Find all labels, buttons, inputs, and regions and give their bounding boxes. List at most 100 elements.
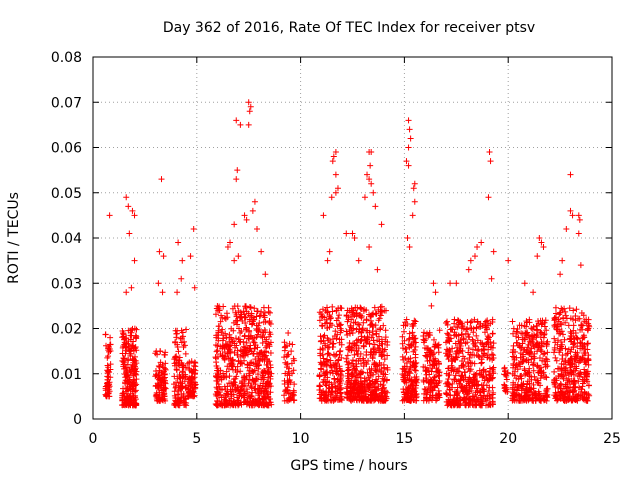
data-point	[175, 387, 182, 394]
data-point	[175, 361, 182, 368]
data-point	[349, 230, 356, 237]
data-point	[367, 349, 374, 356]
data-point	[406, 370, 413, 377]
data-point	[179, 329, 186, 336]
data-point	[431, 374, 438, 381]
data-point	[487, 158, 494, 165]
data-point	[518, 393, 525, 400]
data-point	[352, 366, 359, 373]
data-point	[412, 351, 419, 358]
data-point	[246, 376, 253, 383]
data-point	[328, 194, 335, 201]
data-point	[539, 320, 546, 327]
data-point	[378, 303, 385, 310]
data-point	[324, 335, 331, 342]
data-point	[237, 368, 244, 375]
data-point	[399, 353, 406, 360]
data-point	[234, 397, 241, 404]
data-point	[236, 336, 243, 343]
data-point	[249, 389, 256, 396]
data-point	[247, 342, 254, 349]
data-point	[185, 392, 192, 399]
data-point	[290, 355, 297, 362]
data-point	[466, 385, 473, 392]
data-point	[528, 356, 535, 363]
data-point	[522, 336, 529, 343]
data-point	[285, 381, 292, 388]
data-point	[573, 306, 580, 313]
data-point	[254, 308, 261, 315]
data-point	[223, 353, 230, 360]
data-point	[515, 376, 522, 383]
data-point	[475, 346, 482, 353]
data-point	[422, 386, 429, 393]
data-point	[488, 351, 495, 358]
data-point	[184, 360, 191, 367]
data-point	[509, 397, 516, 404]
data-point	[174, 327, 181, 334]
data-point	[372, 387, 379, 394]
data-point	[214, 370, 221, 377]
data-point	[451, 332, 458, 339]
data-point	[561, 394, 568, 401]
data-point	[179, 257, 186, 264]
data-point	[567, 171, 574, 178]
data-point	[467, 257, 474, 264]
data-point	[478, 239, 485, 246]
data-point	[355, 328, 362, 335]
data-point	[333, 307, 340, 314]
data-point	[364, 397, 371, 404]
data-point	[264, 340, 271, 347]
data-point	[457, 347, 464, 354]
data-point	[380, 396, 387, 403]
data-point	[518, 383, 525, 390]
data-point	[485, 194, 492, 201]
data-point	[423, 335, 430, 342]
data-point	[130, 338, 137, 345]
data-point	[326, 248, 333, 255]
data-point	[334, 185, 341, 192]
data-point	[430, 336, 437, 343]
data-point	[361, 383, 368, 390]
data-point	[258, 248, 265, 255]
data-point	[220, 374, 227, 381]
data-point	[120, 390, 127, 397]
data-point	[372, 322, 379, 329]
data-point	[484, 317, 491, 324]
data-point	[375, 383, 382, 390]
data-point	[231, 257, 238, 264]
data-point	[464, 325, 471, 332]
data-point	[503, 376, 510, 383]
data-point	[370, 337, 377, 344]
data-point	[445, 356, 452, 363]
data-point	[330, 361, 337, 368]
data-point	[431, 373, 438, 380]
data-point	[323, 382, 330, 389]
data-point	[251, 198, 258, 205]
data-point	[566, 370, 573, 377]
data-point	[348, 382, 355, 389]
data-point	[372, 367, 379, 374]
data-point	[254, 325, 261, 332]
data-point	[224, 391, 231, 398]
data-point	[107, 334, 114, 341]
data-point	[571, 377, 578, 384]
data-point	[405, 162, 412, 169]
data-point	[235, 253, 242, 260]
data-point	[173, 367, 180, 374]
data-point	[352, 390, 359, 397]
data-point	[444, 351, 451, 358]
data-point	[378, 393, 385, 400]
data-point	[343, 355, 350, 362]
data-point	[409, 334, 416, 341]
data-point	[173, 356, 180, 363]
data-point	[420, 363, 427, 370]
data-point	[124, 392, 131, 399]
data-point	[128, 368, 135, 375]
data-point	[567, 364, 574, 371]
data-point	[181, 402, 188, 408]
data-point	[218, 386, 225, 393]
data-point	[572, 394, 579, 401]
data-point	[364, 171, 371, 178]
